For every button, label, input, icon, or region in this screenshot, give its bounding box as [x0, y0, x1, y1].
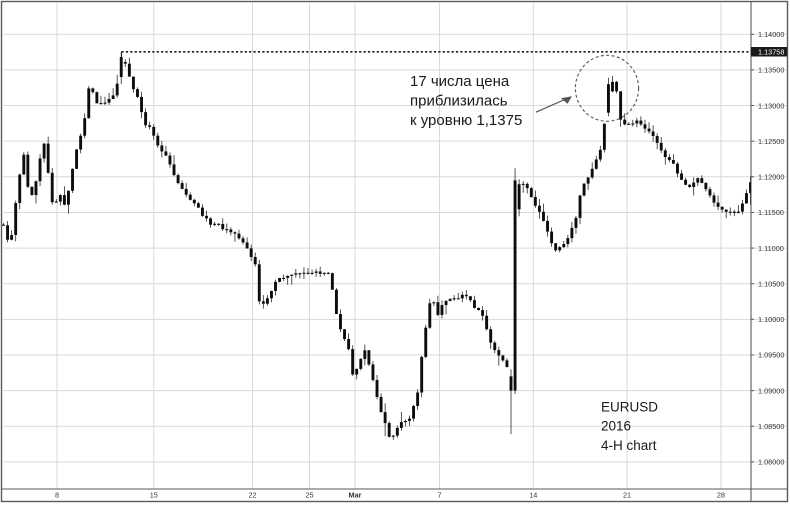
svg-text:1.14000: 1.14000 [758, 30, 784, 39]
svg-text:17 числа цена: 17 числа цена [410, 73, 510, 90]
svg-text:1.11000: 1.11000 [758, 244, 784, 253]
svg-text:1.13000: 1.13000 [758, 101, 784, 110]
svg-text:15: 15 [150, 491, 158, 500]
svg-text:1.12500: 1.12500 [758, 137, 784, 146]
svg-text:1.10500: 1.10500 [758, 279, 784, 288]
svg-text:2016: 2016 [601, 418, 631, 433]
svg-text:1.08500: 1.08500 [758, 422, 784, 431]
svg-text:к уровню 1,1375: к уровню 1,1375 [410, 112, 522, 129]
svg-text:28: 28 [717, 491, 725, 500]
svg-text:1.11500: 1.11500 [758, 208, 784, 217]
svg-text:1.09500: 1.09500 [758, 351, 784, 360]
svg-text:EURUSD: EURUSD [601, 399, 658, 414]
svg-text:приблизилась: приблизилась [410, 92, 508, 109]
svg-text:25: 25 [305, 491, 313, 500]
svg-text:7: 7 [437, 491, 441, 500]
svg-text:4-H chart: 4-H chart [601, 438, 657, 453]
svg-text:1.08000: 1.08000 [758, 458, 784, 467]
svg-text:1.09000: 1.09000 [758, 386, 784, 395]
svg-text:1.12000: 1.12000 [758, 173, 784, 182]
svg-text:21: 21 [623, 491, 631, 500]
svg-text:1.10000: 1.10000 [758, 315, 784, 324]
svg-text:14: 14 [529, 491, 537, 500]
svg-text:1.13758: 1.13758 [758, 47, 784, 56]
svg-text:Mar: Mar [349, 491, 362, 500]
svg-text:8: 8 [55, 491, 59, 500]
svg-text:1.13500: 1.13500 [758, 66, 784, 75]
svg-text:22: 22 [248, 491, 256, 500]
